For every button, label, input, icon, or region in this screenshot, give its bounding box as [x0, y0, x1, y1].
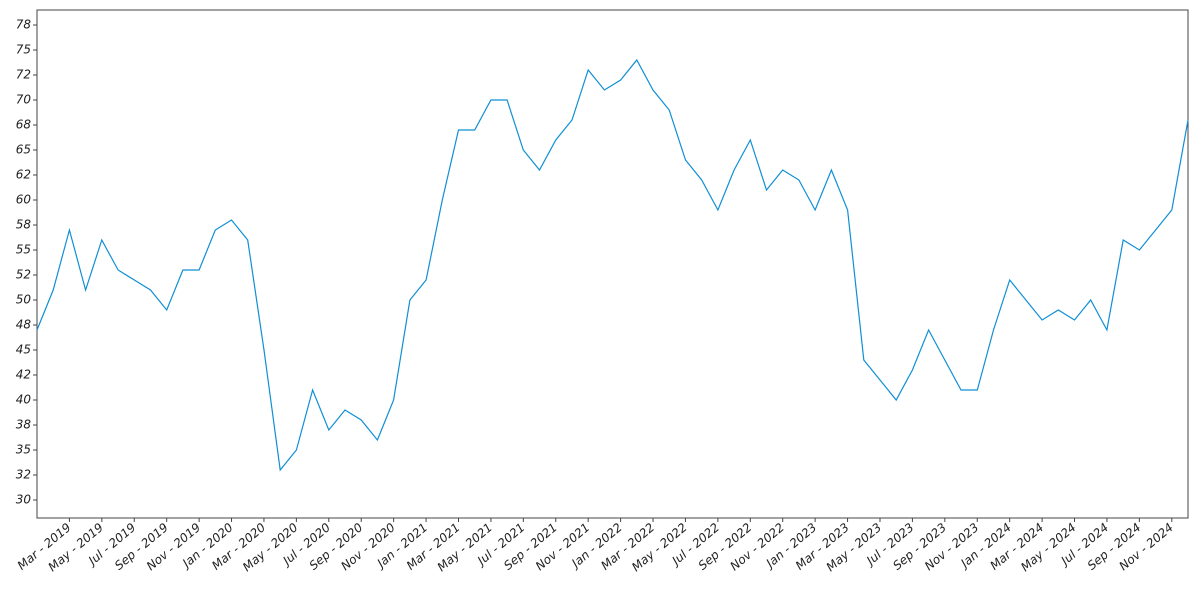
y-tick-label: 55: [16, 243, 31, 257]
line-series: [36, 58, 1189, 472]
y-tick-label: 30: [16, 493, 32, 507]
y-tick-label: 58: [16, 218, 32, 232]
y-tick-label: 65: [16, 143, 31, 157]
y-tick-label: 68: [16, 118, 32, 132]
y-tick-label: 60: [16, 193, 32, 207]
y-tick-label: 50: [16, 293, 32, 307]
y-tick-label: 70: [16, 93, 32, 107]
y-tick-label: 42: [16, 368, 31, 382]
y-tick-label: 35: [16, 443, 31, 457]
y-tick-label: 40: [16, 393, 32, 407]
y-tick-label: 52: [16, 268, 31, 282]
plot-frame: [36, 9, 1189, 519]
y-tick-label: 45: [16, 343, 31, 357]
y-tick-label: 32: [16, 468, 31, 482]
y-tick-label: 48: [16, 318, 32, 332]
y-tick-label: 75: [16, 43, 31, 57]
y-tick-label: 62: [16, 168, 31, 182]
y-tick-label: 38: [16, 418, 32, 432]
y-tick-label: 78: [16, 18, 32, 32]
y-tick-label: 72: [16, 68, 31, 82]
